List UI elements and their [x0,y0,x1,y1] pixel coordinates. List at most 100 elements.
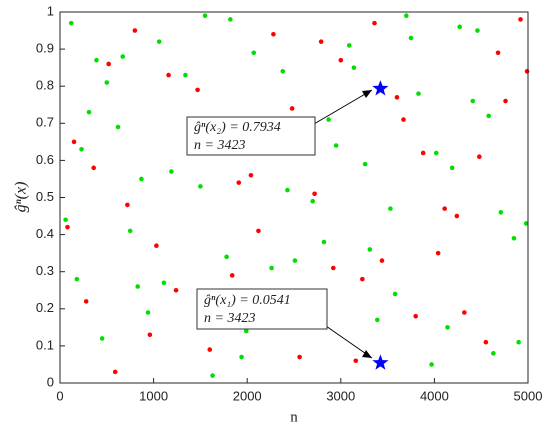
point [408,35,414,41]
point [127,228,133,234]
point [271,31,276,37]
point [139,176,144,182]
point [106,61,111,67]
point [99,336,105,341]
point [198,184,203,189]
y-tick-label: 1 [47,3,54,18]
y-tick-label: 0.1 [36,337,54,352]
point [71,139,77,145]
point [207,347,213,352]
point [132,28,138,33]
annotation-text: n = 3423 [194,138,245,153]
point [269,265,274,271]
point [379,258,385,263]
annotation-text: n = 3423 [204,311,255,326]
point [229,273,235,278]
y-tick-label: 0.3 [36,263,54,278]
point [351,65,357,70]
point [68,20,74,26]
point [475,28,480,33]
point [360,276,365,282]
point [401,117,406,122]
x-tick-label: 0 [56,388,63,403]
y-tick-label: 0 [47,374,54,389]
x-tick-label: 3000 [326,388,355,403]
point [404,13,409,19]
point [518,17,523,22]
point [392,291,398,297]
point [388,206,393,211]
point [429,362,434,367]
point [511,236,517,241]
y-axis-label: ĝⁿ(x) [13,182,30,213]
point [477,154,482,159]
point [367,247,373,252]
point [331,265,336,271]
point [416,91,421,96]
point [280,69,286,74]
y-tick-label: 0.4 [36,226,54,241]
point [285,187,290,193]
annotation-box [186,116,316,156]
point [195,87,200,93]
x-axis-label: n [290,409,298,425]
point [353,358,359,364]
point [346,43,352,48]
annotation-box [196,288,328,330]
y-tick-label: 0.9 [36,41,54,56]
star-marker [372,80,389,96]
point [94,57,99,63]
arrow [313,89,373,125]
point [83,299,89,304]
point [321,239,327,245]
point [104,80,110,85]
x-tick-label: 1000 [139,388,168,403]
point [166,72,171,78]
point [243,328,249,334]
point [154,243,159,249]
y-tick-label: 0.5 [36,189,54,204]
point [65,224,70,230]
point [326,117,331,122]
point [161,280,167,286]
point [470,98,476,104]
point [312,191,317,197]
point [445,325,450,330]
point [202,13,208,19]
x-tick-label: 5000 [514,388,543,403]
point [173,287,179,293]
point [228,17,233,22]
point [318,39,324,44]
point [239,354,244,360]
point [297,354,302,360]
annotation-text: ĝⁿ(x₁) = 0.0541 [204,293,291,308]
point [183,72,188,78]
point [495,50,501,56]
point [145,310,151,315]
annotation-text: ĝⁿ(x₂) = 0.7934 [194,120,281,135]
point [125,202,130,208]
point [289,106,295,111]
point [486,113,491,119]
point [435,250,441,256]
point [524,69,530,74]
point [115,124,121,130]
point [454,213,460,219]
point [420,150,426,156]
point [375,317,380,323]
point [333,143,339,148]
point [310,198,316,204]
point [210,373,215,378]
star-marker [372,354,389,370]
point [74,276,80,282]
point [169,169,174,174]
point [498,210,504,215]
point [120,54,126,59]
point [394,95,400,100]
point [251,50,257,56]
point [86,109,92,115]
point [91,165,96,171]
point [224,254,229,260]
point [112,369,118,375]
